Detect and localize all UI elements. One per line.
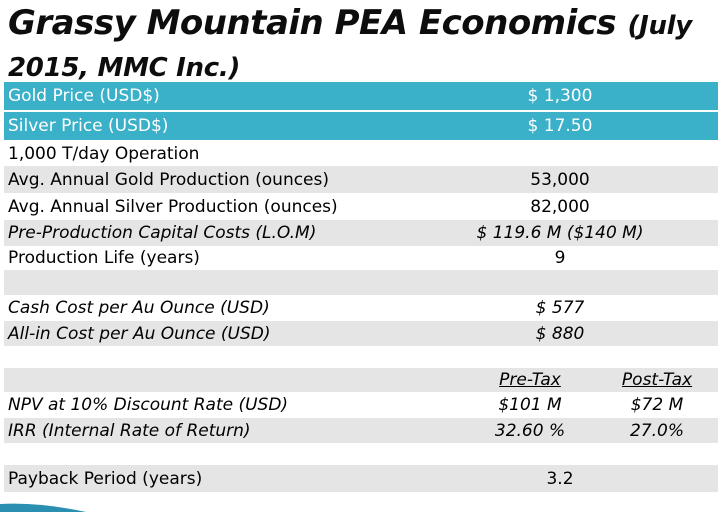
row-silver-production: Avg. Annual Silver Production (ounces) 8… (4, 193, 718, 220)
row-silver-price: Silver Price (USD$) $ 17.50 (4, 112, 718, 142)
irr-post-tax: 27.0% (629, 420, 684, 441)
economics-table: Gold Price (USD$) $ 1,300 Silver Price (… (4, 82, 718, 492)
silver-price-label: Silver Price (USD$) (8, 116, 169, 136)
payback-value: 3.2 (546, 468, 574, 489)
capital-costs-value: $ 119.6 M ($140 M) (476, 223, 644, 243)
row-gold-production: Avg. Annual Gold Production (ounces) 53,… (4, 166, 718, 193)
gold-production-label: Avg. Annual Gold Production (ounces) (8, 169, 330, 190)
post-tax-header: Post-Tax (621, 370, 693, 390)
irr-label: IRR (Internal Rate of Return) (8, 420, 251, 441)
operation-label: 1,000 T/day Operation (8, 144, 200, 164)
npv-label: NPV at 10% Discount Rate (USD) (8, 395, 289, 415)
row-production-life: Production Life (years) 9 (4, 246, 718, 270)
row-gold-price: Gold Price (USD$) $ 1,300 (4, 82, 718, 112)
row-payback: Payback Period (years) 3.2 (4, 465, 718, 492)
row-cash-cost: Cash Cost per Au Ounce (USD) $ 577 (4, 295, 718, 321)
production-life-value: 9 (554, 248, 566, 268)
title-suffix: (July (627, 11, 693, 41)
all-in-cost-label: All-in Cost per Au Ounce (USD) (8, 323, 271, 344)
row-capital-costs: Pre-Production Capital Costs (L.O.M) $ 1… (4, 220, 718, 246)
pre-tax-header: Pre-Tax (499, 370, 561, 390)
row-all-in-cost: All-in Cost per Au Ounce (USD) $ 880 (4, 321, 718, 346)
all-in-cost-value: $ 880 (535, 323, 585, 344)
row-spacer-1 (4, 270, 718, 295)
row-irr: IRR (Internal Rate of Return) 32.60 % 27… (4, 418, 718, 443)
cash-cost-value: $ 577 (535, 298, 585, 318)
title-line-2: 2015, MMC Inc.) (8, 53, 241, 83)
corner-swoosh-decoration (0, 503, 86, 512)
irr-pre-tax: 32.60 % (494, 420, 566, 441)
npv-pre-tax: $101 M (498, 395, 562, 415)
row-operation: 1,000 T/day Operation (4, 142, 718, 166)
row-spacer-2 (4, 346, 718, 368)
production-life-label: Production Life (years) (8, 248, 200, 268)
silver-production-label: Avg. Annual Silver Production (ounces) (8, 196, 338, 217)
gold-production-value: 53,000 (530, 169, 590, 190)
title-line-1: Grassy Mountain PEA Economics (July (8, 2, 708, 47)
row-npv: NPV at 10% Discount Rate (USD) $101 M $7… (4, 392, 718, 418)
silver-production-value: 82,000 (530, 196, 590, 217)
silver-price-value: $ 17.50 (527, 116, 593, 136)
row-spacer-3 (4, 443, 718, 465)
title-main: Grassy Mountain PEA Economics (8, 3, 617, 43)
capital-costs-label: Pre-Production Capital Costs (L.O.M) (8, 223, 317, 243)
gold-price-value: $ 1,300 (527, 86, 593, 106)
npv-post-tax: $72 M (630, 395, 684, 415)
row-tax-headers: Pre-Tax Post-Tax (4, 368, 718, 392)
payback-label: Payback Period (years) (8, 468, 203, 489)
cash-cost-label: Cash Cost per Au Ounce (USD) (8, 298, 270, 318)
gold-price-label: Gold Price (USD$) (8, 86, 160, 106)
slide-title: Grassy Mountain PEA Economics (July 2015… (8, 2, 708, 89)
